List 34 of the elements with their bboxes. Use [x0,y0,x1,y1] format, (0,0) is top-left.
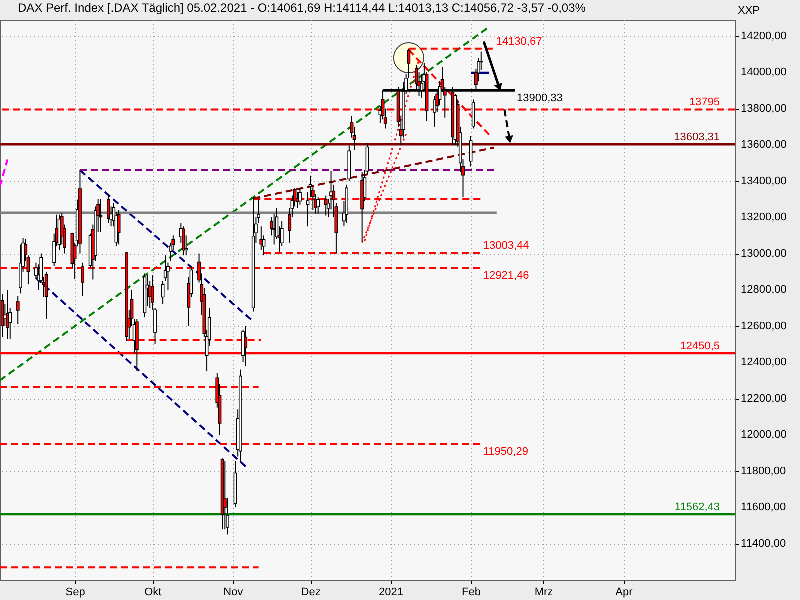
y-tick-label: 12600,00 [741,320,787,332]
ref-line-label: 11562,43 [674,501,720,514]
y-tick-label: 13800,00 [741,102,787,115]
x-tick-label: Nov [224,586,244,598]
series-label: 13900,33 [517,92,563,105]
series-label: 11950,29 [483,446,528,458]
ref-line-label: 13603,31 [674,131,720,144]
ref-line-label: 12450,5 [680,340,720,352]
x-tick-label: Feb [462,586,482,598]
y-tick-label: 14000,00 [741,66,787,79]
x-tick-label: Sep [66,586,86,598]
x-tick-label: Dez [301,586,321,598]
chart-title: DAX Perf. Index [.DAX Täglich] 05.02.2021 - O:14061,69 H:14114,44 L:14013,13 C:14056,72 -3,57 -0,03% [18,1,586,15]
x-tick-label: Okt [144,586,162,598]
x-tick-label: Mrz [534,586,554,598]
y-tick-label: 14200,00 [741,30,787,42]
y-tick-label: 12800,00 [741,284,787,296]
y-tick-label: 11800,00 [741,465,786,478]
series-label: 13003,44 [483,240,530,252]
y-axis-title: XXP [738,5,760,17]
x-tick-label: 2021 [379,586,404,598]
y-tick-label: 11600,00 [741,502,786,514]
y-tick-label: 12200,00 [741,392,787,405]
y-tick-label: 13600,00 [741,139,787,152]
y-tick-label: 12000,00 [741,429,787,442]
y-tick-label: 13000,00 [741,248,787,260]
series-label: 14130,67 [496,36,542,48]
ref-line-label: 13795 [689,96,720,109]
y-tick-label: 13400,00 [741,175,787,188]
y-tick-label: 12400,00 [741,356,787,369]
series-label: 12921,46 [483,270,530,282]
y-tick-label: 11400,00 [741,538,786,550]
y-tick-label: 13200,00 [741,212,787,224]
x-tick-label: Apr [616,586,634,598]
